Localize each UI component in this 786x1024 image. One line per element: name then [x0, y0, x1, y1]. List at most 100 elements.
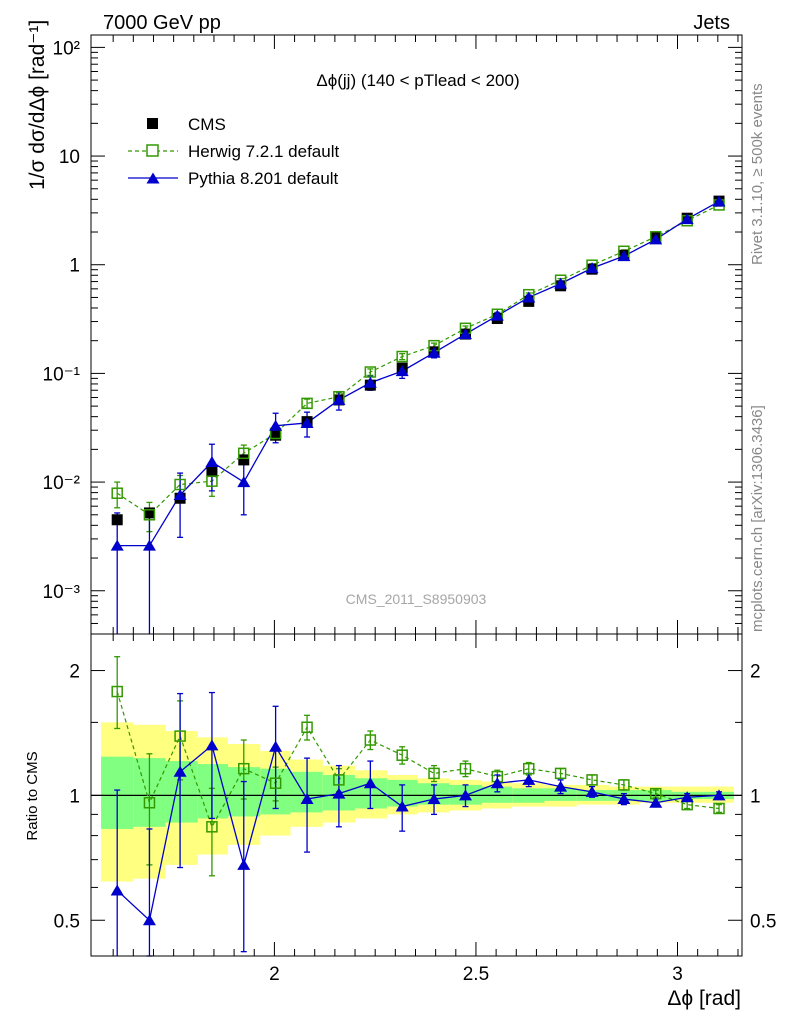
- pythia-data-point: [332, 393, 346, 405]
- cms-data-point: [206, 466, 218, 478]
- pythia-data-point: [142, 539, 156, 551]
- cms-data-point: [238, 454, 250, 466]
- pythia-data-point: [585, 262, 599, 274]
- cms-data-point: [270, 429, 282, 441]
- herwig-ratio-point: [364, 734, 377, 746]
- main-y-tick-label: 10⁻³: [43, 582, 81, 603]
- pythia-ratio-point: [490, 777, 504, 789]
- herwig-ratio-point: [269, 777, 282, 789]
- pythia-ratio-point: [617, 793, 631, 805]
- herwig-data-point: [396, 350, 408, 363]
- pythia-data-point: [173, 489, 187, 501]
- herwig-ratio-point: [523, 762, 535, 775]
- ratio-y-tick-label-left: 1: [69, 786, 80, 807]
- pythia-ratio-point: [110, 884, 124, 896]
- legend-herwig-label: Herwig 7.2.1 default: [188, 142, 339, 161]
- rivet-version-label: Rivet 3.1.10, ≥ 500k events: [749, 83, 766, 265]
- cms-uncertainty-band-inner: [197, 764, 229, 819]
- pythia-ratio-point: [458, 789, 472, 801]
- herwig-data-point: [301, 397, 313, 410]
- herwig-ratio-point: [586, 774, 598, 786]
- pythia-data-point: [205, 456, 219, 468]
- pythia-ratio-point: [142, 914, 156, 926]
- pythia-ratio-point: [300, 793, 314, 805]
- pythia-data-point: [395, 365, 409, 377]
- pythia-ratio-point: [363, 777, 377, 789]
- herwig-ratio-point: [143, 797, 156, 809]
- herwig-ratio-point: [301, 721, 313, 733]
- pythia-data-point: [680, 213, 694, 225]
- pythia-data-point: [458, 328, 472, 340]
- main-y-tick-label: 10: [59, 147, 80, 168]
- pythia-data-point: [237, 476, 251, 488]
- pythia-data-point: [522, 291, 536, 303]
- x-tick-label: 2.5: [463, 964, 489, 985]
- ratio-y-tick-label-right: 0.5: [750, 911, 776, 932]
- herwig-ratio-line: [116, 691, 720, 829]
- pythia-ratio-point: [649, 796, 663, 808]
- ratio-y-tick-label-right: 1: [750, 786, 761, 807]
- main-y-tick-label: 10⁻²: [43, 473, 81, 494]
- pythia-data-point: [617, 250, 631, 262]
- header-left-label: 7000 GeV pp: [103, 12, 221, 34]
- pythia-ratio-line: [116, 744, 720, 922]
- legend-pythia-marker: [146, 172, 160, 184]
- main-plot-title: Δϕ(jj) (140 < pTlead < 200): [316, 71, 519, 90]
- legend-cms-label: CMS: [188, 115, 226, 134]
- ratio-y-tick-label-right: 2: [750, 662, 761, 683]
- herwig-data-point: [111, 487, 123, 499]
- pythia-ratio-point: [173, 765, 187, 777]
- main-y-tick-label: 1: [69, 256, 80, 277]
- pythia-data-point: [554, 277, 568, 289]
- pythia-data-point: [490, 309, 504, 321]
- x-tick-label: 3: [672, 964, 683, 985]
- pythia-ratio-point: [522, 773, 536, 785]
- ratio-plot-panel: 2 2.5 3 0.5 0.5 1 1 2 2 Ratio to CMS Δϕ [rad]: [24, 633, 776, 1010]
- cms-uncertainty-band-inner: [544, 788, 577, 801]
- main-y-axis-label: 1/σ dσ/dΔϕ [rad⁻¹]: [26, 20, 49, 190]
- header-right-label: Jets: [693, 12, 730, 34]
- herwig-ratio-point: [333, 774, 345, 786]
- pythia-ratio-point: [585, 785, 599, 797]
- herwig-data-point: [143, 509, 156, 521]
- herwig-ratio-point: [111, 685, 123, 698]
- pythia-data-point: [427, 346, 441, 358]
- herwig-ratio-point: [459, 762, 472, 775]
- pythia-ratio-point: [554, 780, 568, 792]
- herwig-data-point: [206, 475, 218, 487]
- herwig-ratio-point: [206, 821, 218, 833]
- legend-herwig-marker: [146, 144, 159, 157]
- legend-cms-marker: [147, 118, 158, 129]
- pythia-data-point: [363, 376, 377, 388]
- pythia-data-point: [269, 419, 283, 431]
- herwig-ratio-point: [238, 762, 250, 775]
- cms-uncertainty-band-inner: [482, 786, 513, 803]
- ratio-y-axis-label: Ratio to CMS: [24, 751, 41, 840]
- pythia-ratio-point: [269, 740, 283, 752]
- herwig-ratio-point: [428, 767, 440, 780]
- herwig-ratio-point: [554, 767, 567, 780]
- legend-pythia-label: Pythia 8.201 default: [188, 169, 339, 188]
- x-axis-label: Δϕ [rad]: [667, 987, 741, 1010]
- main-y-tick-label: 10²: [53, 38, 80, 59]
- pythia-data-point: [300, 416, 314, 428]
- legend: CMS Herwig 7.2.1 default Pythia 8.201 de…: [128, 115, 339, 188]
- pythia-ratio-point: [332, 787, 346, 799]
- pythia-data-point: [110, 539, 124, 551]
- pythia-ratio-point: [205, 739, 219, 751]
- mcplots-reference-label: mcplots.cern.ch [arXiv:1306.3436]: [749, 405, 766, 632]
- pythia-ratio-point: [427, 793, 441, 805]
- ratio-y-tick-label-left: 2: [69, 662, 80, 683]
- pythia-ratio-point: [395, 800, 409, 812]
- herwig-ratio-point: [174, 730, 186, 742]
- herwig-ratio-point: [618, 779, 630, 791]
- pythia-data-point: [649, 233, 663, 245]
- herwig-data-point: [238, 447, 250, 460]
- main-y-axis-title: 1/σ dσ/dΔϕ [rad⁻¹]: [26, 20, 49, 190]
- analysis-watermark: CMS_2011_S8950903: [346, 591, 487, 607]
- herwig-ratio-point: [396, 749, 408, 761]
- ratio-y-tick-label-left: 0.5: [54, 911, 80, 932]
- pythia-ratio-point: [712, 789, 726, 801]
- cms-data-point: [111, 514, 123, 526]
